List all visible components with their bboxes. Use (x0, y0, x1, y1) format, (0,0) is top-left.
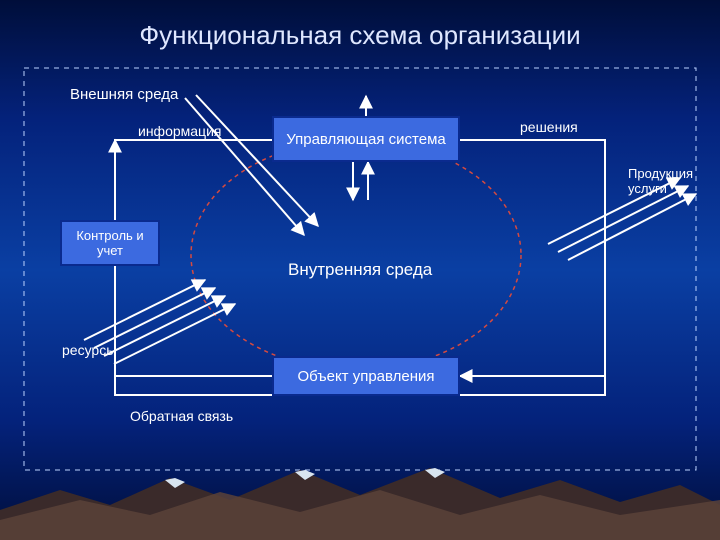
label-info: информация (138, 123, 221, 139)
label-feedback: Обратная связь (130, 408, 233, 424)
arrow-res1 (84, 280, 205, 340)
label-decisions: решения (520, 119, 578, 135)
internal-env-ellipse (191, 140, 521, 370)
mountain-silhouette-front (0, 490, 720, 540)
label-external: Внешняя среда (70, 86, 178, 103)
box-control: Контроль и учет (60, 220, 160, 266)
arrow-res2 (94, 288, 215, 348)
box-managing: Управляющая система (272, 116, 460, 162)
label-products: Продукция услуги (628, 166, 693, 196)
label-resources: ресурсы (62, 342, 116, 358)
internal-env-label: Внутренняя среда (288, 260, 432, 280)
arrow-res4 (114, 304, 235, 364)
arrow-loop-right-down (460, 140, 605, 376)
arrow-res3 (104, 296, 225, 356)
arrow-prod3 (568, 194, 696, 260)
page-title: Функциональная схема организации (0, 20, 720, 51)
box-object: Объект управления (272, 356, 460, 396)
diagram-stage: Функциональная схема организации Управляю… (0, 0, 720, 540)
